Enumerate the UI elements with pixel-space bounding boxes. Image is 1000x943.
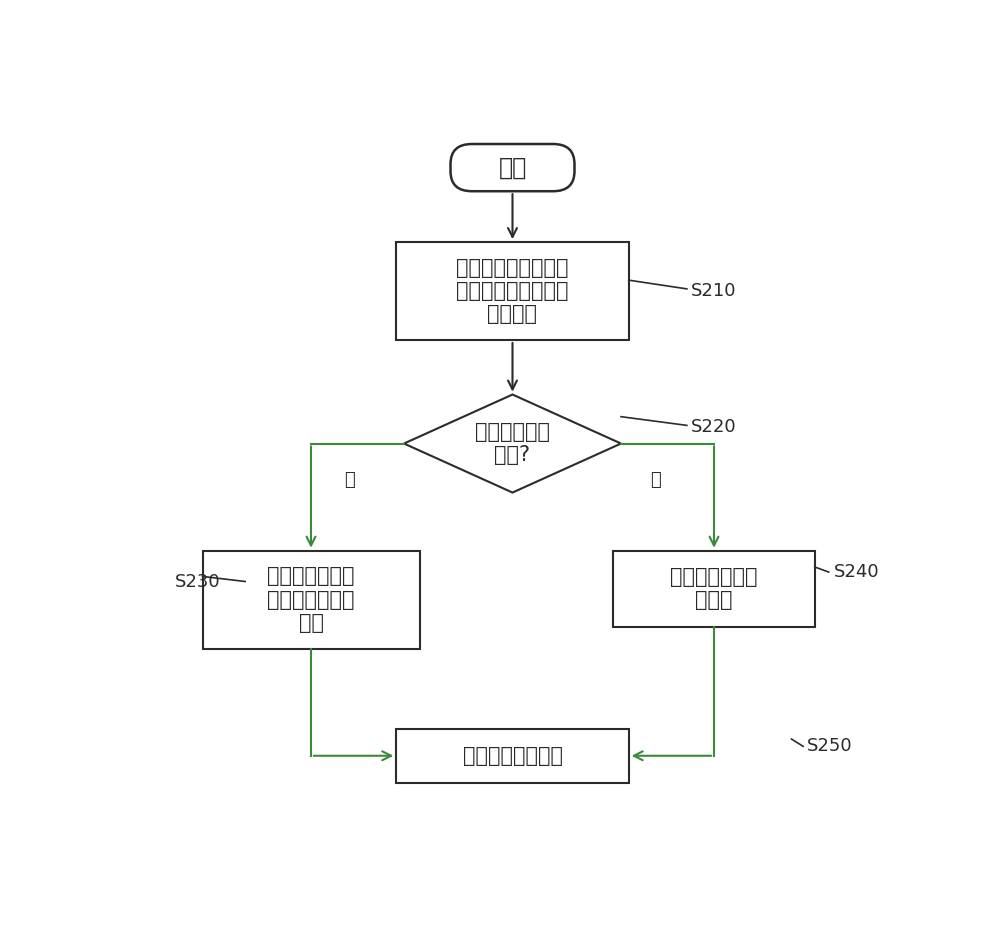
Text: 加载应用字号资
源覆盖系统字号
资源: 加载应用字号资 源覆盖系统字号 资源 [267,567,355,633]
Text: S250: S250 [807,737,853,755]
Polygon shape [404,394,621,492]
Text: S210: S210 [691,282,736,300]
Text: 开始: 开始 [498,156,527,179]
Text: 否: 否 [650,471,661,488]
Text: 通知系统刷新显示: 通知系统刷新显示 [462,746,562,766]
Text: 存在应用字号
资源?: 存在应用字号 资源? [475,422,550,465]
Text: S220: S220 [691,418,736,436]
Bar [396,242,629,340]
Text: 加载系统默认字
号资源: 加载系统默认字 号资源 [670,567,758,610]
Bar [202,551,420,649]
FancyBboxPatch shape [450,144,574,191]
Text: 监听系统字号发生变
化的事件，获取当前
字号大小: 监听系统字号发生变 化的事件，获取当前 字号大小 [456,257,569,324]
Text: S240: S240 [834,563,880,581]
Text: S230: S230 [175,572,221,590]
Bar [613,551,815,627]
Text: 是: 是 [344,471,355,488]
Bar [396,729,629,783]
